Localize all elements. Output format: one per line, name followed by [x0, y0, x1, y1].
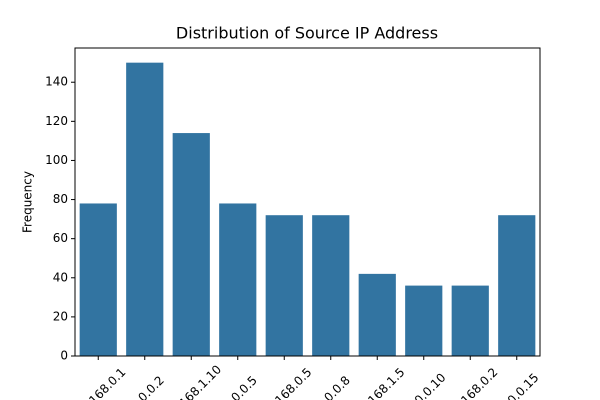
- y-tick-label: 140: [45, 75, 68, 89]
- bar: [498, 215, 536, 356]
- bar: [405, 285, 443, 356]
- plot-frame: [74, 47, 541, 357]
- x-tick-label: 10.0.0.5: [215, 373, 260, 400]
- y-tick-label: 80: [53, 192, 68, 206]
- x-tick-label: 10.0.0.8: [308, 373, 353, 400]
- bar: [172, 133, 210, 356]
- y-tick-label: 40: [53, 270, 68, 284]
- bar: [265, 215, 303, 356]
- x-tick-label: 192.168.1.10: [158, 362, 225, 400]
- x-tick-label: 192.168.0.2: [439, 365, 500, 400]
- y-tick-label: 0: [60, 349, 68, 363]
- bar: [219, 203, 257, 356]
- y-tick-label: 100: [45, 153, 68, 167]
- bar: [312, 215, 350, 356]
- x-tick-label: 192.168.0.5: [253, 365, 314, 400]
- x-tick-label: 192.168.1.5: [346, 365, 407, 400]
- chart-title: Distribution of Source IP Address: [176, 24, 438, 43]
- bar: [79, 203, 117, 356]
- y-tick-label: 20: [53, 309, 68, 323]
- bar: [358, 273, 396, 356]
- bar: [451, 285, 489, 356]
- y-tick-label: 120: [45, 114, 68, 128]
- x-tick-label: 10.0.0.2: [122, 373, 167, 400]
- x-tick-label: 192.168.0.1: [67, 365, 128, 400]
- y-tick-label: 60: [53, 231, 68, 245]
- bar: [126, 62, 164, 357]
- y-axis-label: Frequency: [21, 171, 35, 233]
